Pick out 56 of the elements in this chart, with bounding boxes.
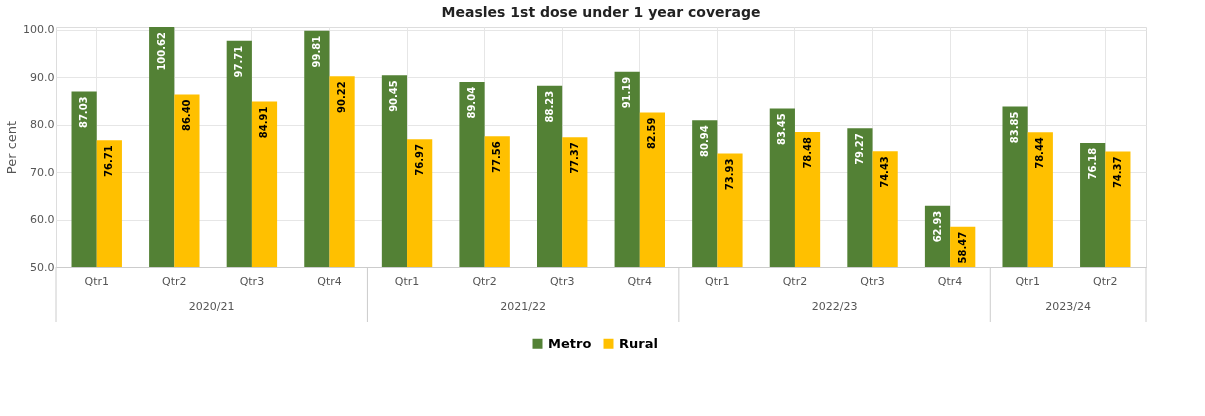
text: 2022/23: [811, 300, 858, 313]
x-tick-label: Qtr2: [162, 274, 187, 288]
data-label: 76.97: [413, 144, 425, 176]
data-label: 82.59: [646, 117, 658, 150]
data-label: 86.40: [180, 99, 192, 132]
y-tick-label: 100.0: [23, 23, 55, 37]
data-label: 99.81: [310, 35, 322, 68]
x-tick-label: Qtr1: [1015, 274, 1040, 288]
x-tick-label: Qtr4: [317, 274, 342, 288]
data-label: 100.62: [155, 31, 167, 71]
text: 2020/21: [188, 300, 235, 313]
y-tick-label: 50.0: [30, 260, 55, 274]
x-tick-label: Qtr4: [937, 274, 963, 288]
data-label: 76.18: [1086, 147, 1098, 180]
data-label: 62.93: [931, 210, 943, 243]
data-label: 84.91: [258, 106, 270, 139]
data-label: 88.23: [543, 90, 555, 123]
data-label: 77.56: [491, 141, 503, 173]
data-label: 90.45: [388, 80, 400, 112]
y-tick-label: 60.0: [30, 213, 55, 227]
data-label: 78.48: [801, 136, 813, 169]
data-label: 76.71: [103, 145, 115, 177]
x-tick-label: Qtr1: [394, 274, 420, 288]
x-tick-label: Qtr2: [1093, 274, 1118, 288]
y-tick-label: 70.0: [30, 165, 55, 179]
data-label: 74.43: [879, 156, 891, 188]
data-label: 58.47: [956, 231, 968, 264]
data-label: 83.45: [776, 113, 788, 146]
y-axis-title: Per cent: [4, 120, 20, 175]
data-label: 91.19: [621, 76, 633, 109]
chart-title: Measles 1st dose under 1 year coverage: [441, 3, 761, 20]
data-label: 79.27: [853, 133, 865, 165]
data-label: 80.94: [698, 125, 710, 157]
data-label: 74.37: [1111, 156, 1123, 189]
data-label: 83.85: [1009, 111, 1021, 144]
x-tick-label: Qtr2: [472, 274, 497, 288]
data-label: 90.22: [336, 81, 348, 113]
data-label: 97.71: [233, 45, 245, 78]
text: 2021/22: [500, 300, 546, 313]
data-label: 73.93: [723, 158, 735, 191]
x-tick-label: Qtr4: [627, 274, 653, 288]
y-tick-label: 90.0: [30, 70, 55, 84]
x-tick-label: Qtr1: [84, 274, 109, 288]
x-tick-label: Qtr2: [782, 274, 808, 288]
x-tick-label: Qtr3: [860, 274, 885, 288]
data-label: 87.03: [78, 96, 90, 129]
y-tick-label: 80.0: [30, 118, 55, 132]
data-label: 77.37: [568, 142, 580, 174]
legend-label: Rural: [619, 335, 658, 351]
text: 2023/24: [1045, 300, 1091, 313]
x-tick-label: Qtr3: [239, 274, 265, 288]
data-label: 78.44: [1034, 137, 1046, 169]
x-tick-label: Qtr1: [705, 274, 730, 288]
data-label: 89.04: [466, 86, 478, 119]
x-tick-label: Qtr3: [549, 274, 575, 288]
legend-label: Metro: [548, 335, 592, 351]
